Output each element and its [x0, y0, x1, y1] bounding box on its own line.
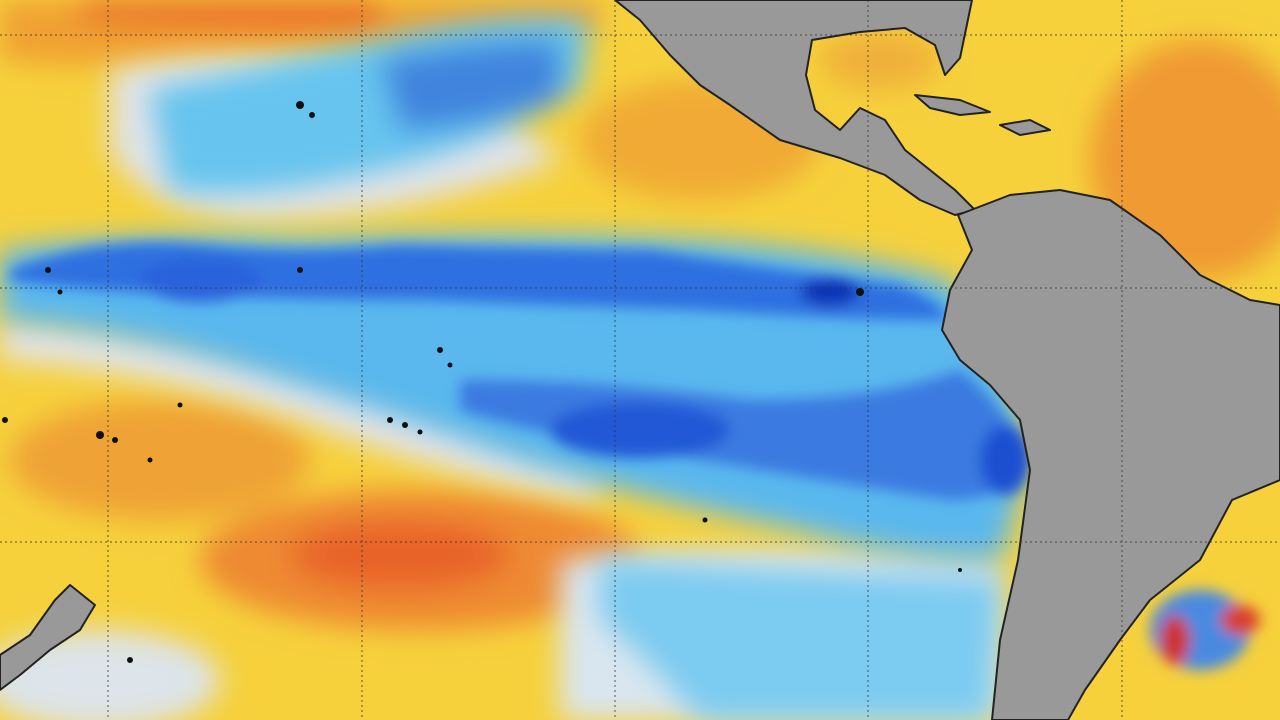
cuba	[914, 94, 991, 116]
hispaniola	[999, 119, 1051, 136]
north-america	[614, 0, 976, 216]
cold-areas	[10, 242, 1030, 500]
new-zealand	[0, 584, 96, 691]
atlantic-patch	[1150, 590, 1260, 670]
south-america	[941, 189, 1280, 720]
islands	[2, 101, 962, 663]
